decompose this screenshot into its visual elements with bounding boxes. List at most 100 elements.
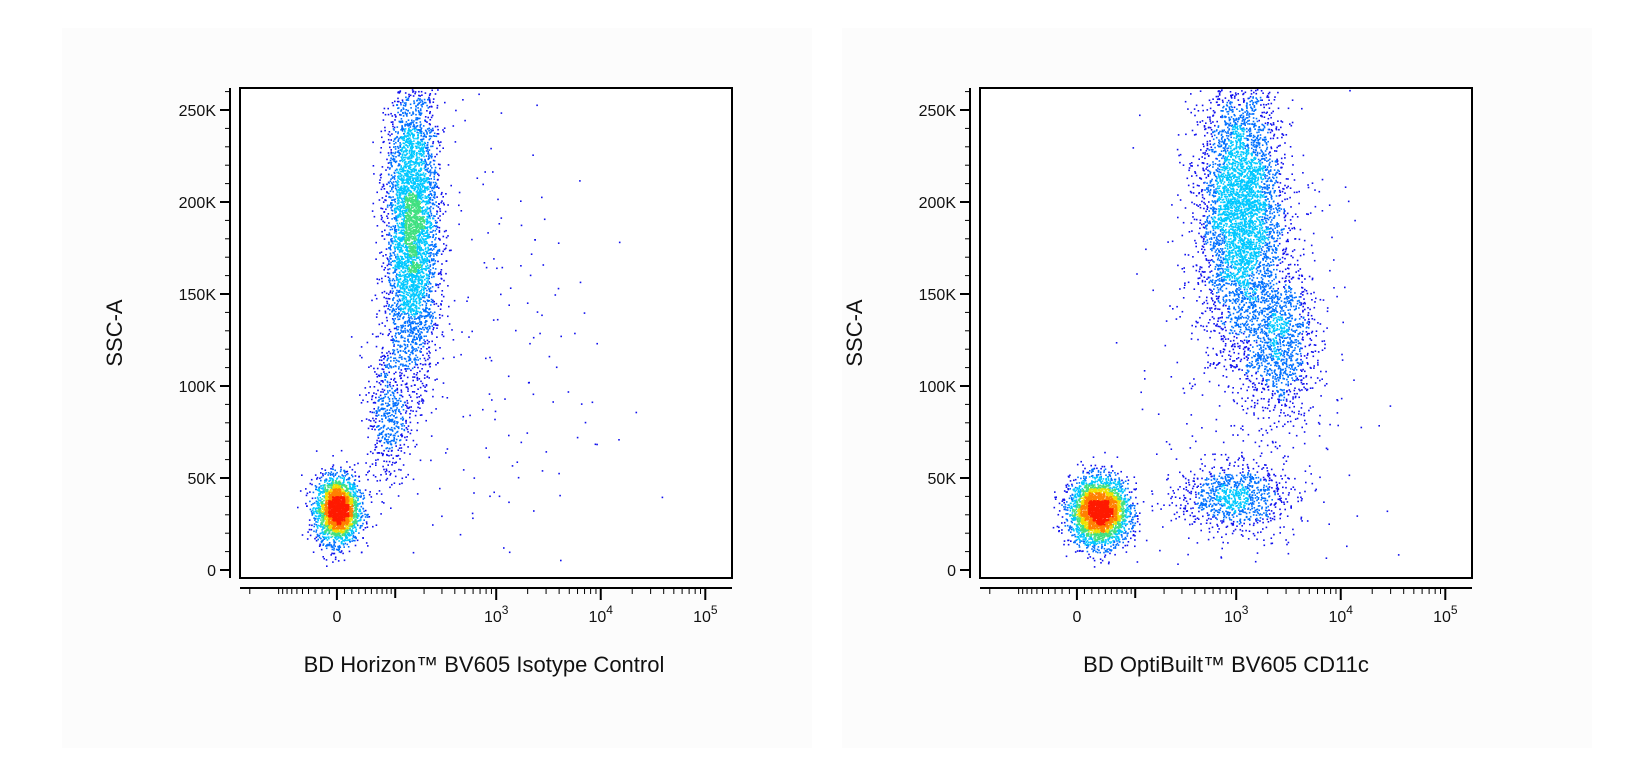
data-point [421, 186, 424, 188]
data-point [414, 244, 417, 246]
data-point [395, 461, 397, 464]
data-point [388, 279, 390, 282]
data-point [432, 129, 434, 132]
data-point [405, 230, 408, 233]
data-point [404, 267, 407, 269]
data-point [412, 174, 415, 176]
data-point [379, 383, 382, 386]
data-point [422, 149, 424, 151]
data-point [393, 327, 396, 330]
data-point [423, 227, 425, 229]
data-point [391, 115, 394, 117]
data-point [397, 179, 399, 182]
data-point [410, 409, 412, 412]
data-point [528, 381, 530, 384]
data-point [400, 185, 403, 188]
data-point [418, 215, 421, 218]
data-point [408, 341, 410, 343]
data-point [436, 324, 439, 327]
data-point [388, 192, 390, 195]
data-point [393, 421, 395, 423]
data-point [370, 501, 373, 503]
data-point [404, 129, 406, 132]
data-point [403, 230, 406, 232]
data-point [422, 172, 425, 174]
data-point [417, 195, 420, 198]
data-point [399, 345, 401, 347]
data-point [347, 533, 349, 536]
data-point [429, 186, 432, 188]
data-point [375, 396, 377, 399]
data-point [416, 244, 419, 246]
data-point [400, 287, 402, 289]
data-point [534, 239, 536, 241]
data-point [411, 294, 413, 297]
data-point [378, 278, 381, 281]
data-point [421, 223, 423, 225]
data-point [418, 297, 421, 300]
data-point [392, 285, 394, 287]
data-point [392, 457, 394, 460]
data-point [378, 182, 381, 184]
data-point [398, 318, 401, 320]
data-point [401, 158, 404, 161]
data-point [418, 291, 420, 293]
data-point [405, 109, 407, 111]
data-point [414, 294, 417, 297]
data-point [412, 341, 414, 344]
data-point [419, 350, 421, 352]
data-point [319, 510, 322, 513]
data-point [415, 160, 418, 162]
data-point [375, 345, 378, 348]
data-point [385, 393, 388, 395]
data-point [328, 542, 331, 544]
data-point [425, 241, 428, 243]
data-point [385, 473, 387, 475]
data-point [369, 465, 371, 468]
data-point [314, 508, 317, 511]
data-point [384, 356, 386, 358]
data-point [384, 199, 386, 201]
data-point [379, 179, 381, 181]
data-point [414, 188, 416, 190]
data-point [398, 120, 401, 123]
data-point [372, 141, 374, 144]
data-point [413, 293, 415, 296]
data-point [318, 511, 320, 514]
data-point [398, 215, 401, 217]
data-point [387, 391, 389, 394]
data-point [388, 304, 390, 306]
data-point [425, 267, 427, 270]
data-point [419, 301, 422, 304]
data-point [318, 486, 321, 489]
data-point [365, 474, 368, 476]
data-point [353, 464, 356, 466]
data-point [421, 154, 423, 157]
data-point [526, 302, 529, 304]
data-point [445, 260, 448, 262]
data-point [424, 173, 427, 175]
data-point [417, 133, 419, 136]
data-point [395, 255, 397, 258]
data-point [406, 255, 409, 258]
data-point [401, 244, 403, 247]
data-point [359, 510, 362, 512]
data-point [498, 495, 501, 498]
data-point [346, 536, 348, 539]
data-point [332, 561, 334, 563]
data-point [318, 492, 320, 495]
data-point [416, 291, 418, 293]
data-point [392, 140, 395, 142]
data-point [433, 255, 435, 257]
data-point [419, 152, 422, 155]
data-point [520, 224, 523, 227]
data-point [404, 270, 407, 273]
data-point [416, 177, 419, 180]
data-point [403, 219, 405, 221]
data-point [399, 304, 401, 307]
data-point [334, 536, 336, 539]
data-point [431, 231, 433, 233]
data-point [428, 308, 430, 311]
data-point [409, 335, 411, 337]
data-point [427, 246, 429, 249]
